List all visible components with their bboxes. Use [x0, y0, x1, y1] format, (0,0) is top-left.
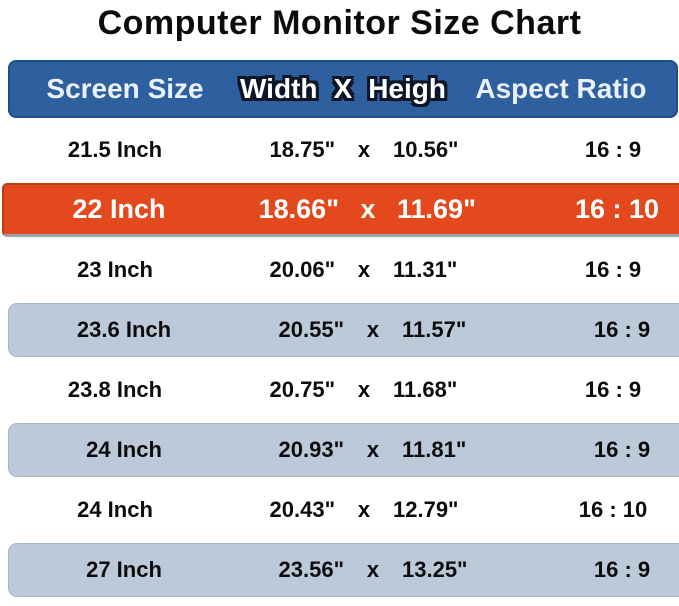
table-row: 23.8 Inch 20.75" x 11.68" 16 : 9 [0, 363, 679, 417]
x-separator: x [357, 137, 371, 162]
x-separator: x [357, 377, 371, 402]
table-row-band: 27 Inch 23.56" x 13.25" 16 : 9 [0, 540, 679, 600]
width-value: 20.43" [269, 497, 335, 522]
screen-size-value: 22 Inch [72, 194, 166, 224]
width-value: 18.75" [269, 137, 335, 162]
header-x-label: X [333, 73, 353, 104]
screen-size-value: 27 Inch [86, 557, 162, 582]
dimensions-cell: 18.66" x 11.69" [234, 194, 502, 225]
table-header-band: Screen Size Width X Heigh Aspect Ratio [0, 58, 679, 120]
dimensions-cell: 20.75" x 11.68" [230, 377, 498, 403]
height-value: 11.57" [402, 317, 467, 342]
table-row: 23 Inch 20.06" x 11.31" 16 : 9 [0, 243, 679, 297]
aspect-ratio-value: 16 : 9 [593, 437, 651, 462]
header-screen-size: Screen Size [46, 73, 204, 104]
aspect-ratio-value: 16 : 10 [574, 194, 660, 224]
table-row-band: 23.6 Inch 20.55" x 11.57" 16 : 9 [0, 300, 679, 360]
dimensions-cell: 23.56" x 13.25" [239, 557, 507, 583]
screen-size-value: 23 Inch [77, 257, 153, 282]
height-value: 11.81" [402, 437, 467, 462]
aspect-ratio-value: 16 : 9 [584, 377, 642, 402]
table-row: 21.5 Inch 18.75" x 10.56" 16 : 9 [0, 123, 679, 177]
aspect-ratio-value: 16 : 9 [584, 257, 642, 282]
table-row: 24 Inch 20.43" x 12.79" 16 : 10 [0, 483, 679, 537]
x-separator: x [366, 437, 380, 462]
table-row-band: 23 Inch 20.06" x 11.31" 16 : 9 [0, 240, 679, 300]
dimensions-cell: 20.93" x 11.81" [239, 437, 507, 463]
width-value: 23.56" [278, 557, 344, 582]
table-row-band: 22 Inch 18.66" x 11.69" 16 : 10 [0, 180, 679, 240]
screen-size-value: 21.5 Inch [67, 137, 163, 162]
aspect-ratio-value: 16 : 9 [593, 557, 651, 582]
aspect-ratio-value: 16 : 10 [578, 497, 648, 522]
header-aspect-ratio: Aspect Ratio [475, 73, 647, 104]
table-row-band: 23.8 Inch 20.75" x 11.68" 16 : 9 [0, 360, 679, 420]
x-separator: x [357, 497, 371, 522]
width-value: 20.55" [278, 317, 344, 342]
screen-size-value: 24 Inch [86, 437, 162, 462]
dimensions-cell: 18.75" x 10.56" [230, 137, 498, 163]
page-title: Computer Monitor Size Chart [97, 4, 582, 42]
dimensions-cell: 20.43" x 12.79" [230, 497, 498, 523]
screen-size-value: 23.8 Inch [67, 377, 163, 402]
screen-size-value: 24 Inch [77, 497, 153, 522]
table-row: 27 Inch 23.56" x 13.25" 16 : 9 [8, 543, 679, 597]
table-row-band: 21.5 Inch 18.75" x 10.56" 16 : 9 [0, 120, 679, 180]
table-row: 24 Inch 20.93" x 11.81" 16 : 9 [8, 423, 679, 477]
width-value: 20.93" [278, 437, 344, 462]
table-row-highlighted: 22 Inch 18.66" x 11.69" 16 : 10 [2, 183, 679, 237]
height-value: 10.56" [393, 137, 459, 162]
aspect-ratio-value: 16 : 9 [593, 317, 651, 342]
table-row-band: 24 Inch 20.93" x 11.81" 16 : 9 [0, 420, 679, 480]
x-separator: x [366, 557, 380, 582]
dimensions-cell: 20.55" x 11.57" [239, 317, 507, 343]
height-value: 11.31" [393, 257, 458, 282]
table-row: 23.6 Inch 20.55" x 11.57" 16 : 9 [8, 303, 679, 357]
height-value: 11.68" [393, 377, 458, 402]
dimensions-cell: 20.06" x 11.31" [230, 257, 498, 283]
screen-size-value: 23.6 Inch [76, 317, 172, 342]
header-width-x-height: Width X Heigh [240, 73, 446, 105]
height-value: 13.25" [402, 557, 468, 582]
width-value: 18.66" [258, 194, 339, 224]
x-separator: x [366, 317, 380, 342]
header-height-label: Heigh [368, 73, 446, 104]
x-separator: x [360, 194, 376, 224]
height-value: 11.69" [397, 194, 476, 224]
table-header: Screen Size Width X Heigh Aspect Ratio [8, 60, 678, 118]
table-row-band: 24 Inch 20.43" x 12.79" 16 : 10 [0, 480, 679, 540]
header-width-label: Width [240, 73, 318, 104]
width-value: 20.75" [269, 377, 335, 402]
height-value: 12.79" [393, 497, 459, 522]
width-value: 20.06" [269, 257, 335, 282]
aspect-ratio-value: 16 : 9 [584, 137, 642, 162]
x-separator: x [357, 257, 371, 282]
